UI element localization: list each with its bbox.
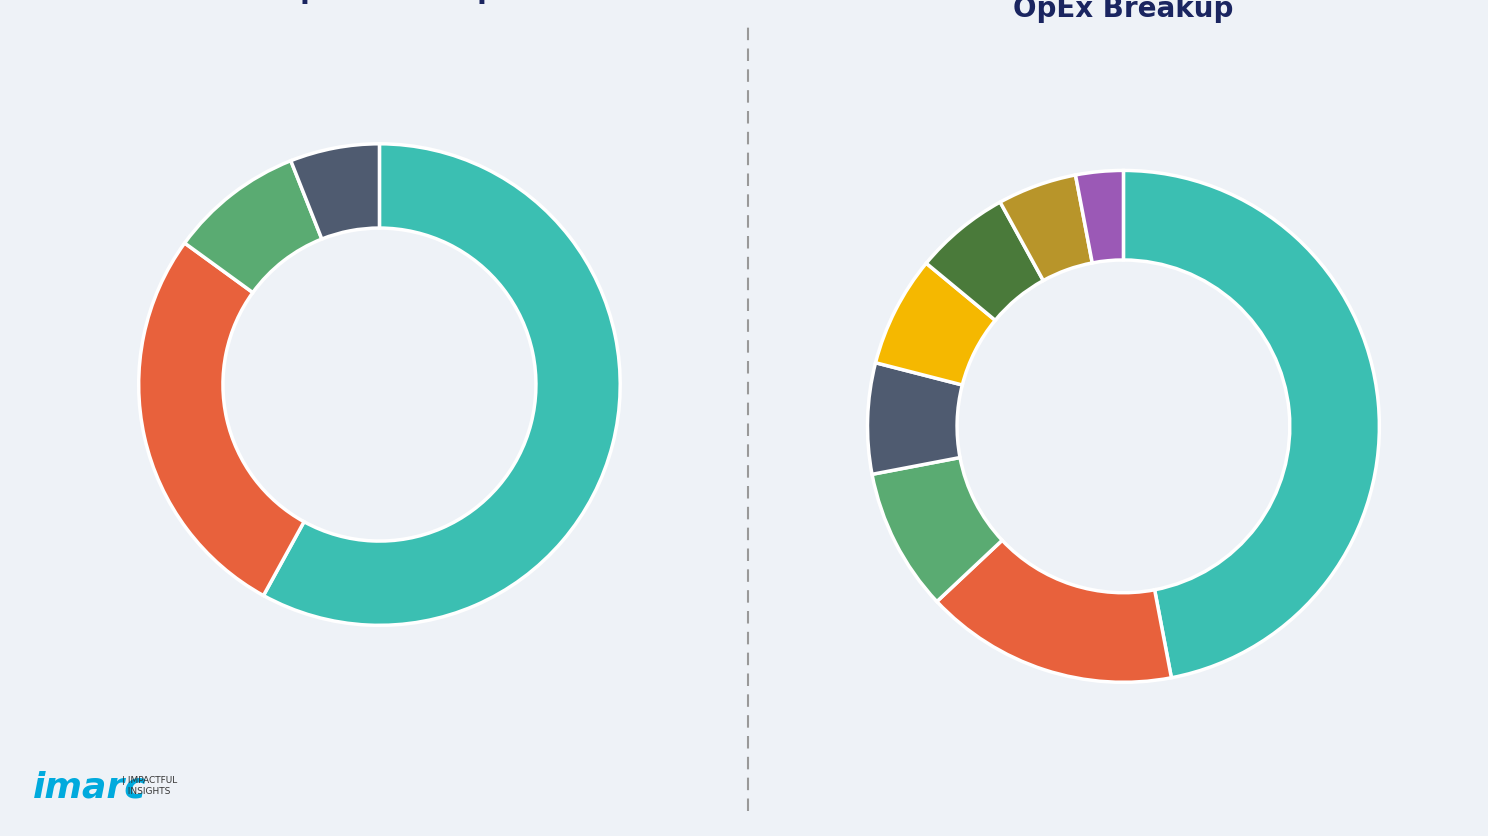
Wedge shape bbox=[138, 243, 304, 595]
Wedge shape bbox=[185, 161, 321, 293]
Wedge shape bbox=[926, 202, 1043, 320]
Wedge shape bbox=[1123, 171, 1379, 678]
Wedge shape bbox=[263, 144, 620, 625]
Title: CapEx Breakup: CapEx Breakup bbox=[262, 0, 497, 4]
Wedge shape bbox=[937, 540, 1171, 682]
Text: imarc: imarc bbox=[33, 770, 146, 804]
Title: OpEx Breakup: OpEx Breakup bbox=[1013, 0, 1234, 23]
Wedge shape bbox=[1076, 171, 1123, 263]
Wedge shape bbox=[290, 144, 379, 239]
Text: | IMPACTFUL
  INSIGHTS: | IMPACTFUL INSIGHTS bbox=[122, 777, 177, 796]
Wedge shape bbox=[875, 263, 995, 385]
Wedge shape bbox=[868, 363, 963, 474]
Wedge shape bbox=[1000, 175, 1092, 281]
Wedge shape bbox=[872, 457, 1003, 602]
